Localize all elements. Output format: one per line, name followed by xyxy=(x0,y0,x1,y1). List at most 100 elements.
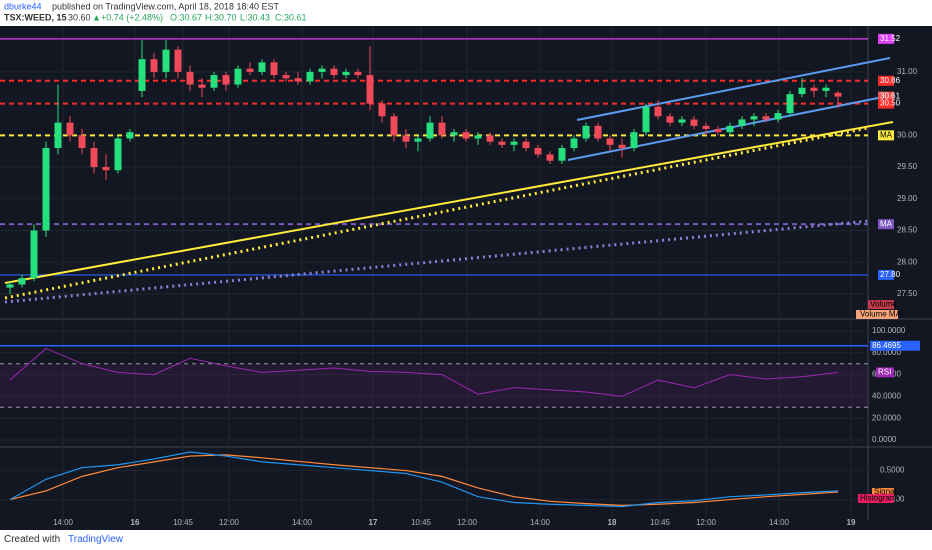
price-tick-label: 28.00 xyxy=(897,257,918,266)
rsi-tick-label: 100.0000 xyxy=(872,326,906,335)
candle-body xyxy=(510,141,518,145)
candle-body xyxy=(198,84,206,88)
candle-body xyxy=(210,75,218,88)
price-tick-label: 27.50 xyxy=(897,289,918,298)
time-tick-label: 12:00 xyxy=(457,518,478,527)
candle-body xyxy=(390,116,398,136)
price-tick-label: 29.50 xyxy=(897,162,918,171)
macd-legend: Signal xyxy=(874,487,896,496)
candle-body xyxy=(6,284,14,288)
candle-body xyxy=(618,144,626,149)
candle-body xyxy=(258,62,266,72)
candle-body xyxy=(318,68,326,72)
candle-body xyxy=(438,122,446,136)
candle-body xyxy=(54,122,62,149)
candle-body xyxy=(594,125,602,139)
candle-body xyxy=(462,132,470,139)
candle-body xyxy=(102,167,110,171)
time-tick-label: 14:00 xyxy=(769,518,790,527)
candle-body xyxy=(786,94,794,114)
time-tick-label: 19 xyxy=(847,518,856,527)
candle-body xyxy=(534,148,542,155)
time-tick-label: 14:00 xyxy=(530,518,551,527)
candle-body xyxy=(702,125,710,129)
candle-body xyxy=(546,154,554,161)
candle-body xyxy=(174,49,182,72)
price-tick-label: 30.00 xyxy=(897,130,918,139)
volume-label-bg xyxy=(868,300,894,309)
candle-body xyxy=(474,135,482,139)
candle-body xyxy=(678,119,686,123)
level-label-bg xyxy=(878,98,894,109)
time-tick-label: 16 xyxy=(131,518,140,527)
candle-body xyxy=(630,132,638,149)
footer: Created with TradingView xyxy=(0,530,932,550)
level-label-bg xyxy=(878,219,894,230)
candle-body xyxy=(378,103,386,117)
time-tick-label: 17 xyxy=(369,518,378,527)
candle-body xyxy=(558,148,566,161)
candle-body xyxy=(834,92,842,97)
candle-body xyxy=(810,87,818,91)
candle-body xyxy=(78,135,86,149)
candle-body xyxy=(354,71,362,76)
candle-body xyxy=(426,122,434,139)
chart: dburke44 published on TradingView.com, A… xyxy=(0,0,932,530)
rsi-tick-label: 20.0000 xyxy=(872,413,901,422)
author[interactable]: dburke44 xyxy=(4,1,42,11)
macd-tick-label: 0.5000 xyxy=(880,466,905,475)
level-label: 30.61 xyxy=(880,92,901,101)
candle-body xyxy=(402,135,410,142)
arrow: ▲ xyxy=(92,12,101,22)
time-tick-label: 14:00 xyxy=(53,518,74,527)
candle-body xyxy=(750,116,758,120)
rsi-tick-label: 40.0000 xyxy=(872,392,901,401)
candle-body xyxy=(294,78,302,82)
candle-body xyxy=(414,138,422,142)
level-label: 30.50 xyxy=(880,99,901,108)
header-bg xyxy=(0,0,932,26)
candle-body xyxy=(486,135,494,142)
candle-body xyxy=(30,230,38,279)
level-label-bg xyxy=(878,33,894,44)
level-label-bg xyxy=(878,130,894,141)
candle-body xyxy=(246,68,254,72)
rsi-line xyxy=(9,347,839,397)
candle-body xyxy=(126,132,134,139)
published: published on TradingView.com, April 18, … xyxy=(52,1,279,11)
ma-cross-line xyxy=(4,219,869,304)
symbol: TSX:WEED, 15 xyxy=(4,12,67,22)
time-tick-label: 10:45 xyxy=(411,518,432,527)
price-tick-label: 29.00 xyxy=(897,194,918,203)
candle-body xyxy=(18,278,26,285)
candle-body xyxy=(570,138,578,149)
channel-line xyxy=(576,57,891,121)
level-label-bg xyxy=(878,91,894,102)
candle-body xyxy=(798,87,806,95)
candle-body xyxy=(822,87,830,91)
candle-body xyxy=(186,71,194,85)
candle-body xyxy=(450,132,458,136)
level-label-bg xyxy=(878,75,894,86)
created-with: Created with xyxy=(4,534,61,545)
ohlc-value: C:30.61 xyxy=(275,12,307,22)
price-tick-label: 28.50 xyxy=(897,226,918,235)
rsi-label: RSI xyxy=(878,368,891,377)
volume-label-bg xyxy=(856,310,898,319)
candle-body xyxy=(150,59,158,72)
candle-body xyxy=(366,75,374,104)
candle-body xyxy=(738,119,746,126)
time-tick-label: 10:45 xyxy=(173,518,194,527)
rsi-tick-label: 0.0000 xyxy=(872,435,897,444)
volume-label: Volume xyxy=(870,300,897,309)
candle-body xyxy=(654,106,662,117)
candle-body xyxy=(66,122,74,136)
candle-body xyxy=(162,49,170,72)
ohlc-value: L:30.43 xyxy=(240,12,270,22)
last-price: 30.60 xyxy=(68,12,91,22)
brand[interactable]: TradingView xyxy=(68,534,124,545)
candle-body xyxy=(582,125,590,139)
price-tick-label: 31.00 xyxy=(897,67,918,76)
candle-body xyxy=(606,138,614,145)
level-label: 30.86 xyxy=(880,76,901,85)
